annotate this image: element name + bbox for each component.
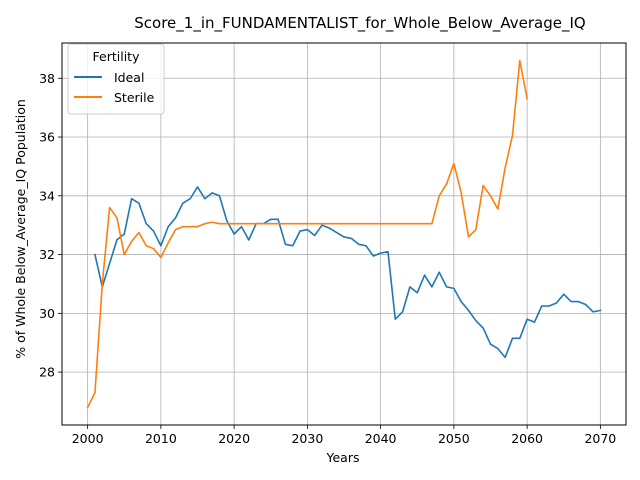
y-tick-label: 36	[39, 130, 55, 145]
legend-label-sterile: Sterile	[114, 90, 155, 105]
x-tick-label: 2070	[584, 431, 616, 446]
y-axis-ticks: 28 30 32 34 36 38	[39, 71, 62, 380]
series-line-sterile	[86, 59, 529, 409]
x-tick-label: 2060	[511, 431, 543, 446]
x-tick-label: 2010	[145, 431, 177, 446]
legend-label-ideal: Ideal	[114, 70, 144, 85]
chart-title: Score_1_in_FUNDAMENTALIST_for_Whole_Belo…	[134, 14, 585, 33]
x-axis-ticks: 2000 2010 2020 2030 2040 2050 2060 2070	[72, 425, 616, 446]
series-line-ideal	[94, 186, 602, 359]
y-tick-label: 32	[39, 247, 55, 262]
x-tick-label: 2030	[291, 431, 323, 446]
y-axis-label: % of Whole Below_Average_IQ Population	[13, 99, 28, 359]
plot-area-frame	[61, 42, 627, 426]
y-tick-label: 38	[39, 71, 55, 86]
y-tick-label: 28	[39, 365, 55, 380]
x-axis-label: Years	[326, 450, 360, 465]
x-tick-label: 2020	[218, 431, 250, 446]
x-tick-label: 2000	[72, 431, 104, 446]
y-tick-label: 30	[39, 306, 55, 321]
x-tick-label: 2040	[365, 431, 397, 446]
x-tick-label: 2050	[438, 431, 470, 446]
series-lines	[86, 59, 602, 409]
y-tick-label: 34	[39, 188, 55, 203]
legend: Fertility Ideal Sterile	[67, 43, 165, 115]
legend-title: Fertility	[93, 49, 141, 64]
